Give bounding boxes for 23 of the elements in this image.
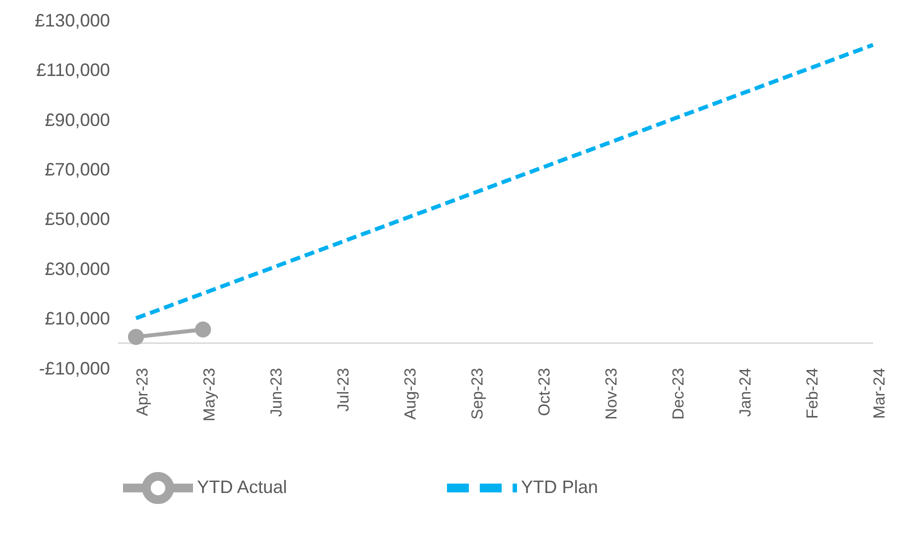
legend-label: YTD Actual <box>196 476 287 497</box>
y-tick-label: -£10,000 <box>38 358 110 378</box>
x-tick-label: Nov-23 <box>603 368 620 420</box>
x-tick-label: Sep-23 <box>469 368 486 420</box>
y-tick-label: £130,000 <box>34 10 110 30</box>
x-tick-label: Jun-23 <box>268 368 286 417</box>
y-tick-label: £30,000 <box>44 258 110 279</box>
y-tick-label: £50,000 <box>44 209 110 230</box>
x-tick-label: Mar-24 <box>871 368 888 419</box>
y-tick-label: £10,000 <box>44 308 110 329</box>
line-series <box>134 42 875 320</box>
x-tick-label: Feb-24 <box>804 368 822 419</box>
y-tick-label: £70,000 <box>44 160 110 180</box>
x-tick-label: Jul-23 <box>335 368 352 412</box>
x-tick-label: Aug-23 <box>402 368 420 420</box>
x-tick-label: Apr-23 <box>134 368 152 416</box>
legend-label: YTD Plan <box>521 476 598 497</box>
x-tick-label: Jan-24 <box>737 368 754 417</box>
x-tick-label: Oct-23 <box>536 368 554 416</box>
y-tick-label: £110,000 <box>36 60 110 80</box>
x-tick-label: Dec-23 <box>670 368 688 420</box>
x-tick-label: May-23 <box>201 368 218 422</box>
y-tick-label: £90,000 <box>44 110 110 130</box>
